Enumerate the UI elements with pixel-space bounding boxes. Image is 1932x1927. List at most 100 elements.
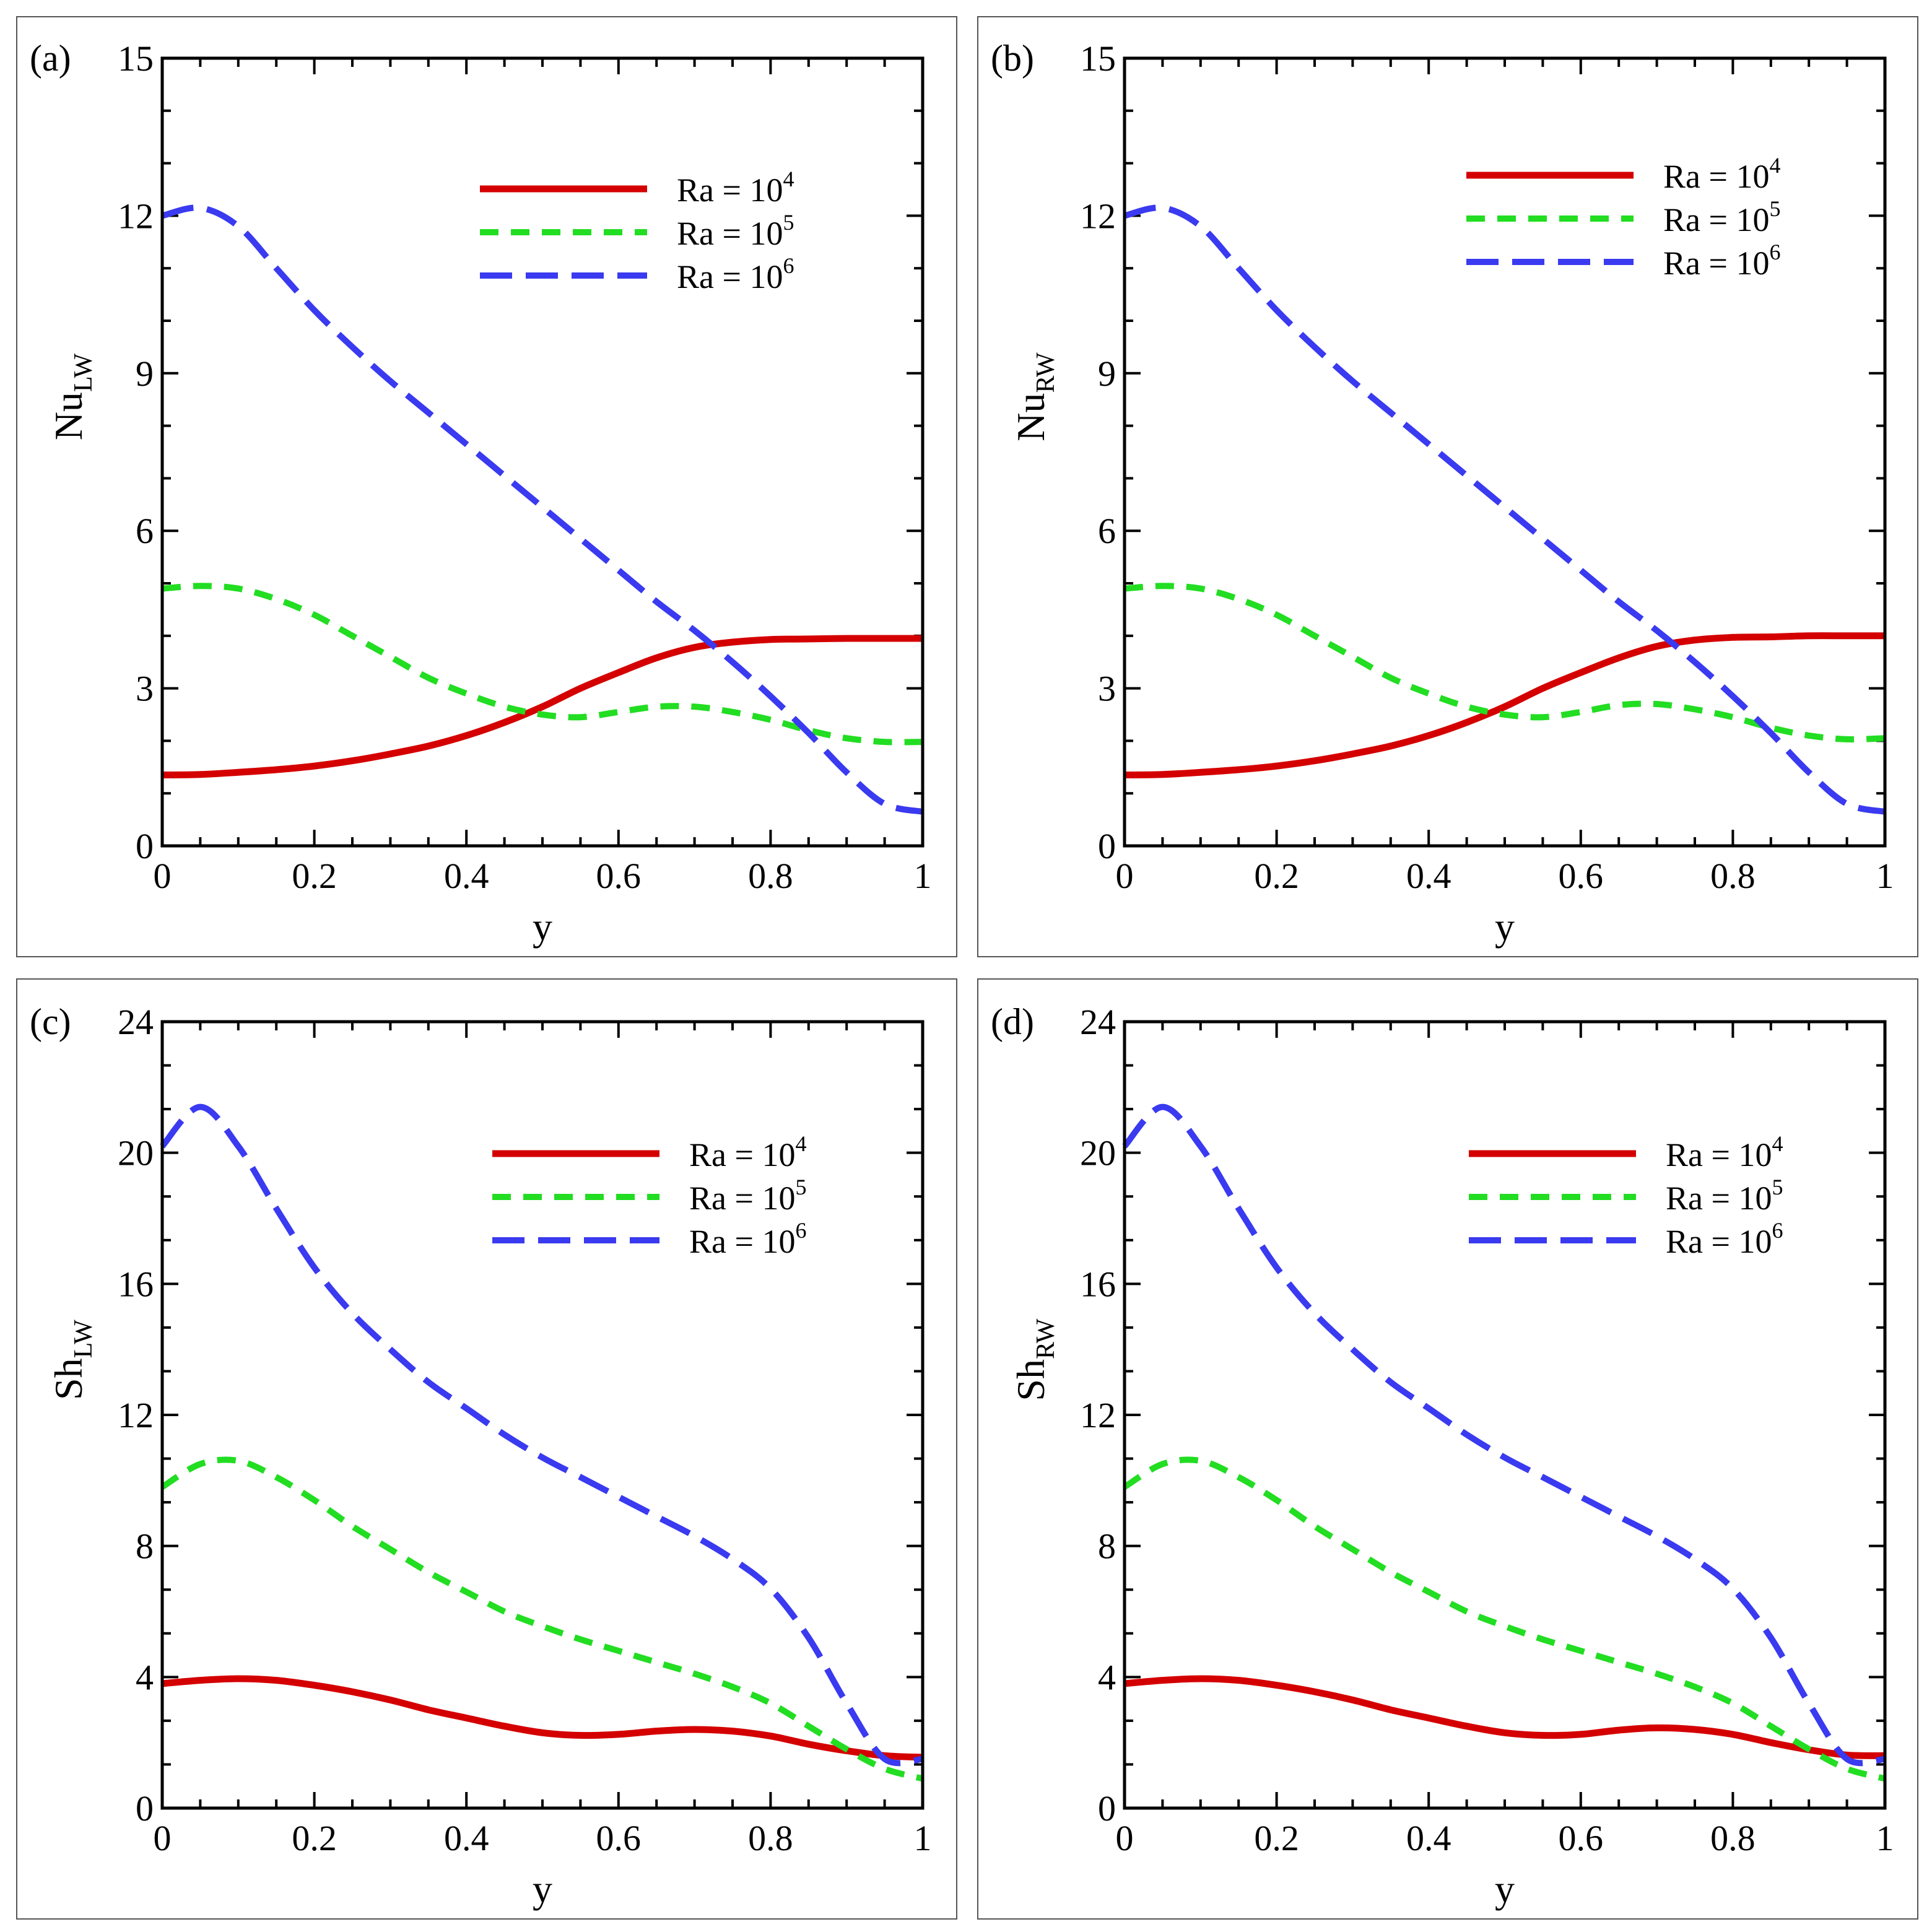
y-tick-label-b: 9	[1098, 354, 1116, 394]
x-tick-label-d: 1	[1876, 1818, 1894, 1858]
y-tick-label-b: 3	[1098, 669, 1116, 709]
y-tick-label-c: 8	[136, 1526, 154, 1567]
y-axis-label-subscript: LW	[69, 353, 98, 392]
panel-label-d: (d)	[991, 1001, 1034, 1042]
series-line-b-ra6	[1123, 204, 1886, 815]
series-line-a-ra4	[162, 635, 923, 778]
x-axis-label-c: y	[533, 1867, 552, 1911]
x-tick-label-b: 0	[1116, 856, 1134, 896]
y-tick-label-c: 20	[118, 1133, 154, 1173]
legend-label-base: Ra = 10	[677, 172, 783, 209]
y-tick-label-d: 24	[1080, 1002, 1116, 1042]
series-line-c-ra4	[162, 1675, 923, 1761]
legend-label-exponent: 6	[1769, 240, 1780, 264]
y-tick-label-d: 20	[1080, 1133, 1116, 1173]
legend-label-a-ra5: Ra = 105	[677, 210, 794, 252]
legend-label-base: Ra = 10	[1663, 201, 1769, 238]
legend-label-exponent: 6	[1772, 1218, 1783, 1243]
y-axis-label-c: ShLW	[46, 1320, 98, 1400]
legend-label-base: Ra = 10	[689, 1223, 795, 1260]
legend-label-exponent: 4	[795, 1131, 806, 1156]
y-tick-label-a: 0	[136, 826, 154, 866]
y-tick-label-b: 15	[1080, 38, 1116, 79]
legend-label-exponent: 5	[1769, 196, 1780, 221]
legend-label-exponent: 4	[1769, 153, 1780, 178]
legend-label-exponent: 5	[795, 1175, 806, 1199]
y-axis-label-subscript: RW	[1032, 352, 1060, 393]
y-tick-label-d: 12	[1080, 1395, 1116, 1435]
series-line-c-ra6	[160, 1103, 923, 1767]
legend-label-base: Ra = 10	[1663, 245, 1769, 282]
legend-label-base: Ra = 10	[677, 258, 783, 295]
y-tick-label-a: 15	[118, 38, 154, 79]
legend-label-exponent: 6	[783, 253, 794, 278]
legend-label-exponent: 4	[1772, 1131, 1783, 1156]
y-axis-label-main: Nu	[1009, 393, 1053, 442]
x-axis-label-a: y	[533, 905, 552, 949]
y-axis-label-main: Sh	[46, 1358, 90, 1400]
plot-area-c	[160, 1020, 925, 1810]
legend-label-base: Ra = 10	[1666, 1136, 1772, 1173]
x-tick-label-a: 1	[914, 856, 932, 896]
y-tick-label-c: 12	[118, 1395, 154, 1435]
x-tick-label-b: 0.4	[1406, 856, 1451, 896]
panel-label-a: (a)	[30, 38, 71, 79]
x-tick-label-c: 0.8	[748, 1818, 793, 1858]
series-line-c-ra5	[160, 1456, 924, 1782]
legend-label-c-ra6: Ra = 106	[689, 1218, 806, 1260]
legend-label-b-ra4: Ra = 104	[1663, 153, 1780, 195]
x-axis-label-d: y	[1495, 1867, 1515, 1911]
x-tick-label-d: 0.6	[1559, 1818, 1604, 1858]
y-axis-label-a: NuLW	[46, 353, 98, 440]
x-tick-label-a: 0.8	[748, 856, 793, 896]
legend-label-base: Ra = 10	[1666, 1180, 1772, 1217]
legend-label-a-ra6: Ra = 106	[677, 253, 794, 295]
legend-label-d-ra6: Ra = 106	[1666, 1218, 1783, 1260]
x-tick-label-c: 1	[914, 1818, 932, 1858]
x-tick-label-c: 0	[154, 1818, 172, 1858]
series-line-d-ra4	[1124, 1675, 1886, 1759]
plot-area-d	[1123, 1020, 1887, 1810]
x-tick-label-a: 0.2	[292, 856, 337, 896]
x-tick-label-a: 0.6	[596, 856, 642, 896]
legend-label-d-ra4: Ra = 104	[1666, 1131, 1783, 1173]
y-axis-label-d: ShRW	[1009, 1318, 1060, 1401]
x-tick-label-b: 1	[1876, 856, 1894, 896]
x-tick-label-d: 0.8	[1710, 1818, 1756, 1858]
legend-label-c-ra5: Ra = 105	[689, 1175, 806, 1217]
legend-label-exponent: 5	[1772, 1175, 1783, 1199]
series-line-a-ra6	[161, 204, 924, 815]
legend-label-a-ra4: Ra = 104	[677, 167, 794, 209]
legend-label-base: Ra = 10	[1663, 158, 1769, 195]
y-axis-label-b: NuRW	[1009, 352, 1060, 442]
y-axis-label-subscript: RW	[1032, 1318, 1060, 1359]
panel-label-c: (c)	[30, 1001, 71, 1042]
x-axis-label-b: y	[1495, 905, 1515, 949]
y-tick-label-c: 24	[118, 1002, 154, 1042]
series-line-d-ra6	[1122, 1103, 1886, 1767]
plot-area-a	[160, 56, 925, 848]
legend-label-exponent: 4	[783, 167, 794, 191]
y-axis-label-main: Sh	[1009, 1359, 1053, 1401]
legend-label-base: Ra = 10	[1666, 1223, 1772, 1260]
x-tick-label-d: 0	[1116, 1818, 1134, 1858]
x-tick-label-d: 0.2	[1254, 1818, 1299, 1858]
y-tick-label-d: 4	[1098, 1657, 1116, 1697]
y-tick-label-a: 12	[118, 196, 154, 236]
x-tick-label-c: 0.4	[444, 1818, 489, 1858]
y-axis-label-subscript: LW	[69, 1320, 98, 1359]
legend-label-b-ra6: Ra = 106	[1663, 240, 1780, 282]
x-tick-label-b: 0.6	[1559, 856, 1604, 896]
panel-label-b: (b)	[991, 38, 1034, 79]
legend-label-base: Ra = 10	[677, 215, 783, 252]
y-tick-label-a: 3	[136, 669, 154, 709]
x-tick-label-c: 0.6	[596, 1818, 642, 1858]
plot-area-b	[1123, 56, 1887, 848]
legend-label-exponent: 5	[783, 210, 794, 235]
y-tick-label-c: 16	[118, 1264, 154, 1304]
series-line-d-ra5	[1123, 1456, 1886, 1782]
legend-label-base: Ra = 10	[689, 1180, 795, 1217]
series-line-a-ra5	[162, 583, 923, 746]
y-tick-label-d: 16	[1080, 1264, 1116, 1304]
